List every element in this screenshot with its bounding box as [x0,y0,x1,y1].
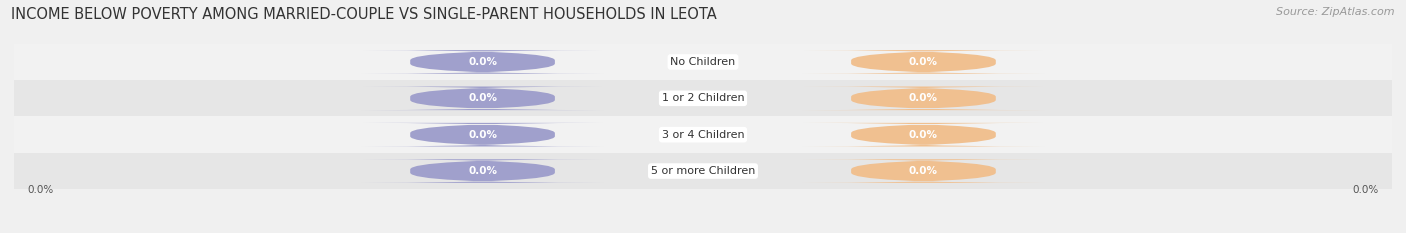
Text: 0.0%: 0.0% [468,93,498,103]
FancyBboxPatch shape [803,123,1045,147]
Text: 0.0%: 0.0% [468,57,498,67]
Bar [14,44,1392,80]
Text: 0.0%: 0.0% [468,130,498,140]
Text: 0.0%: 0.0% [468,166,498,176]
FancyBboxPatch shape [803,86,1045,110]
FancyBboxPatch shape [361,50,603,74]
Text: 0.0%: 0.0% [908,166,938,176]
FancyBboxPatch shape [361,159,603,183]
Text: 0.0%: 0.0% [1353,185,1378,195]
Text: 0.0%: 0.0% [908,57,938,67]
Text: No Children: No Children [671,57,735,67]
Bar [14,80,1392,116]
Text: 3 or 4 Children: 3 or 4 Children [662,130,744,140]
FancyBboxPatch shape [361,123,603,147]
Text: 0.0%: 0.0% [28,185,53,195]
Text: INCOME BELOW POVERTY AMONG MARRIED-COUPLE VS SINGLE-PARENT HOUSEHOLDS IN LEOTA: INCOME BELOW POVERTY AMONG MARRIED-COUPL… [11,7,717,22]
Text: 1 or 2 Children: 1 or 2 Children [662,93,744,103]
FancyBboxPatch shape [803,50,1045,74]
Bar [14,116,1392,153]
FancyBboxPatch shape [361,86,603,110]
FancyBboxPatch shape [803,159,1045,183]
Text: Source: ZipAtlas.com: Source: ZipAtlas.com [1277,7,1395,17]
Text: 0.0%: 0.0% [908,130,938,140]
Text: 0.0%: 0.0% [908,93,938,103]
Bar [14,153,1392,189]
Text: 5 or more Children: 5 or more Children [651,166,755,176]
